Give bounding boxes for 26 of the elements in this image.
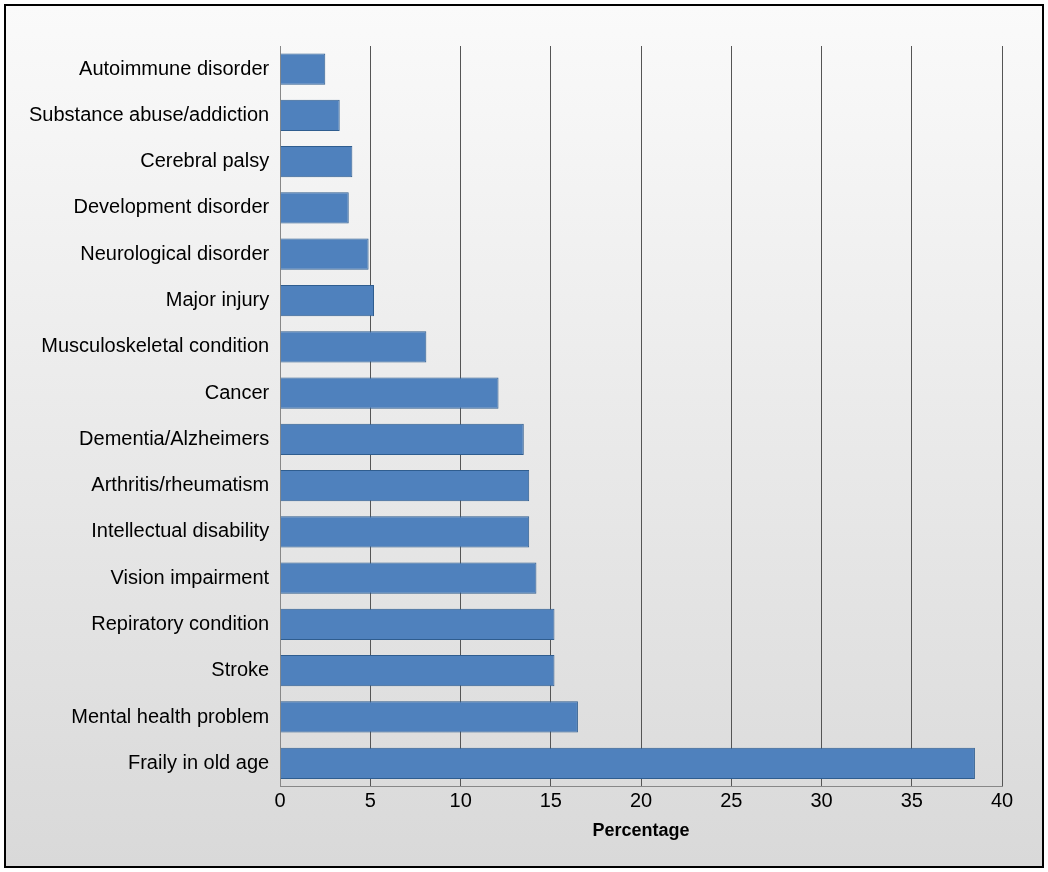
x-tick-label: 35 [900, 788, 923, 811]
y-tick-label: Vision impairment [110, 565, 270, 588]
x-tick-label: 10 [449, 788, 472, 811]
y-tick-label: Dementia/Alzheimers [79, 426, 270, 449]
x-tick-label: 15 [539, 788, 562, 811]
y-tick-label: Mental health problem [71, 704, 270, 727]
y-tick-label: Arthritis/rheumatism [91, 473, 270, 496]
y-tick-label: Autoimmune disorder [79, 56, 270, 79]
y-tick-label: Substance abuse/addiction [28, 102, 270, 125]
x-tick-label: 20 [629, 788, 653, 811]
y-tick-label: Musculoskeletal condition [41, 334, 270, 357]
x-tick-label: 30 [810, 788, 833, 811]
x-tick-label: 25 [720, 788, 743, 811]
y-tick-label: Cerebral palsy [140, 149, 270, 172]
y-tick-label: Repiratory condition [91, 611, 270, 634]
y-tick-label: Fraily in old age [127, 750, 270, 773]
x-tick-label: 40 [990, 788, 1014, 811]
x-tick-label: 0 [274, 788, 286, 811]
y-tick-label: Cancer [204, 380, 270, 403]
y-tick-label: Stroke [211, 658, 270, 681]
y-tick-label: Intellectual disability [91, 519, 270, 542]
x-tick-label: 5 [364, 788, 376, 811]
y-tick-label: Neurological disorder [80, 241, 270, 264]
y-tick-label: Major injury [165, 288, 270, 311]
y-tick-label: Development disorder [73, 195, 270, 218]
x-axis-title: Percentage [592, 820, 690, 841]
